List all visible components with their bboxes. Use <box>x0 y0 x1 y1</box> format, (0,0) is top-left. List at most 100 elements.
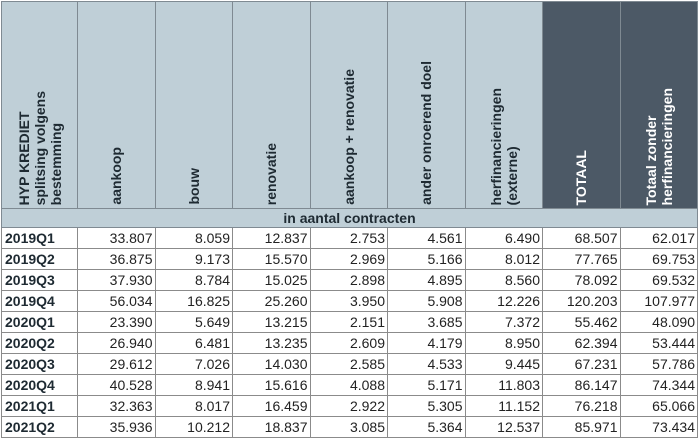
table-cell: 14.030 <box>232 353 311 375</box>
table-cell: 8.941 <box>154 374 233 396</box>
table-cell: 5.908 <box>387 290 466 312</box>
table-cell: 7.372 <box>464 311 543 333</box>
table-cell: 5.305 <box>387 395 466 417</box>
table-cell: 8.059 <box>154 227 233 249</box>
table-cell: 12.537 <box>464 416 543 438</box>
row-label: 2019Q1 <box>1 227 78 249</box>
header-row: HYP KREDIET splitsing volgens bestemming… <box>1 1 698 209</box>
header-aankoop-renovatie: aankoop + renovatie <box>309 1 388 209</box>
table-cell: 18.837 <box>232 416 311 438</box>
table-cell: 3.685 <box>387 311 466 333</box>
table-cell: 4.561 <box>387 227 466 249</box>
table-cell: 56.034 <box>77 290 156 312</box>
table-cell: 76.218 <box>542 395 621 417</box>
table-row: 2020Q3 29.612 7.026 14.030 2.585 4.533 9.445 67… <box>1 353 698 375</box>
table-cell: 15.570 <box>232 248 311 270</box>
table-cell: 13.215 <box>232 311 311 333</box>
table-cell: 69.532 <box>619 269 698 291</box>
table-cell: 10.212 <box>154 416 233 438</box>
header-herfinancieringen: herfinancieringen (externe) <box>464 1 543 209</box>
table-row: 2019Q3 37.930 8.784 15.025 2.898 4.895 8.560 78… <box>1 269 698 291</box>
table-cell: 67.231 <box>542 353 621 375</box>
header-bouw: bouw <box>154 1 233 209</box>
table-cell: 11.803 <box>464 374 543 396</box>
table-cell: 8.017 <box>154 395 233 417</box>
table-cell: 40.528 <box>77 374 156 396</box>
row-label: 2020Q3 <box>1 353 78 375</box>
table-cell: 57.786 <box>619 353 698 375</box>
table-row: 2019Q4 56.034 16.825 25.260 3.950 5.908 12.226… <box>1 290 698 312</box>
table-cell: 11.152 <box>464 395 543 417</box>
table-cell: 25.260 <box>232 290 311 312</box>
row-label: 2019Q2 <box>1 248 78 270</box>
table-cell: 35.936 <box>77 416 156 438</box>
table-cell: 78.092 <box>542 269 621 291</box>
table-cell: 62.394 <box>542 332 621 354</box>
table-cell: 85.971 <box>542 416 621 438</box>
table-cell: 74.344 <box>619 374 698 396</box>
table-cell: 8.012 <box>464 248 543 270</box>
table-cell: 5.166 <box>387 248 466 270</box>
table-cell: 48.090 <box>619 311 698 333</box>
table-row: 2021Q2 35.936 10.212 18.837 3.085 5.364 12.537… <box>1 416 698 438</box>
row-label: 2019Q3 <box>1 269 78 291</box>
table-cell: 8.950 <box>464 332 543 354</box>
table-row: 2019Q1 33.807 8.059 12.837 2.753 4.561 6.490 68… <box>1 227 698 249</box>
row-label: 2020Q1 <box>1 311 78 333</box>
table-cell: 9.445 <box>464 353 543 375</box>
table-cell: 32.363 <box>77 395 156 417</box>
table-row: 2020Q4 40.528 8.941 15.616 4.088 5.171 11.803 8… <box>1 374 698 396</box>
table-cell: 6.481 <box>154 332 233 354</box>
header-ander-onroerend-doel: ander onroerend doel <box>387 1 466 209</box>
table-row: 2021Q1 32.363 8.017 16.459 2.922 5.305 11.152 7… <box>1 395 698 417</box>
subheader-row: in aantal contracten <box>1 208 698 228</box>
table-cell: 120.203 <box>542 290 621 312</box>
table-cell: 53.444 <box>619 332 698 354</box>
row-label: 2020Q4 <box>1 374 78 396</box>
row-label: 2020Q2 <box>1 332 78 354</box>
table-row: 2019Q2 36.875 9.173 15.570 2.969 5.166 8.012 77… <box>1 248 698 270</box>
table-cell: 4.895 <box>387 269 466 291</box>
table-cell: 12.226 <box>464 290 543 312</box>
table-cell: 62.017 <box>619 227 698 249</box>
table-row: 2020Q1 23.390 5.649 13.215 2.151 3.685 7.372 55… <box>1 311 698 333</box>
table-cell: 69.753 <box>619 248 698 270</box>
table-cell: 15.025 <box>232 269 311 291</box>
row-label: 2021Q1 <box>1 395 78 417</box>
table-cell: 15.616 <box>232 374 311 396</box>
table-cell: 2.969 <box>309 248 388 270</box>
table-cell: 16.825 <box>154 290 233 312</box>
table-cell: 3.085 <box>309 416 388 438</box>
table-cell: 5.649 <box>154 311 233 333</box>
table-cell: 4.533 <box>387 353 466 375</box>
header-totaal-zonder-herfinancieringen: Totaal zonder herfinancieringen <box>619 1 698 209</box>
table-cell: 107.977 <box>619 290 698 312</box>
table-cell: 2.609 <box>309 332 388 354</box>
table-cell: 6.490 <box>464 227 543 249</box>
table-cell: 8.784 <box>154 269 233 291</box>
table-cell: 2.151 <box>309 311 388 333</box>
mortgage-credit-table: HYP KREDIET splitsing volgens bestemming… <box>1 1 698 438</box>
table-cell: 37.930 <box>77 269 156 291</box>
table-cell: 73.434 <box>619 416 698 438</box>
header-bestemming: HYP KREDIET splitsing volgens bestemming <box>1 1 78 209</box>
table-cell: 36.875 <box>77 248 156 270</box>
table-cell: 16.459 <box>232 395 311 417</box>
table-cell: 55.462 <box>542 311 621 333</box>
table-cell: 3.950 <box>309 290 388 312</box>
table-cell: 7.026 <box>154 353 233 375</box>
table-cell: 4.088 <box>309 374 388 396</box>
table-cell: 77.765 <box>542 248 621 270</box>
table-cell: 29.612 <box>77 353 156 375</box>
header-renovatie: renovatie <box>232 1 311 209</box>
table-row: 2020Q2 26.940 6.481 13.235 2.609 4.179 8.950 62… <box>1 332 698 354</box>
table-cell: 12.837 <box>232 227 311 249</box>
table-cell: 23.390 <box>77 311 156 333</box>
table-cell: 8.560 <box>464 269 543 291</box>
table-cell: 9.173 <box>154 248 233 270</box>
table-cell: 86.147 <box>542 374 621 396</box>
table-cell: 2.898 <box>309 269 388 291</box>
header-totaal: TOTAAL <box>542 1 621 209</box>
table-cell: 65.066 <box>619 395 698 417</box>
table-cell: 2.922 <box>309 395 388 417</box>
